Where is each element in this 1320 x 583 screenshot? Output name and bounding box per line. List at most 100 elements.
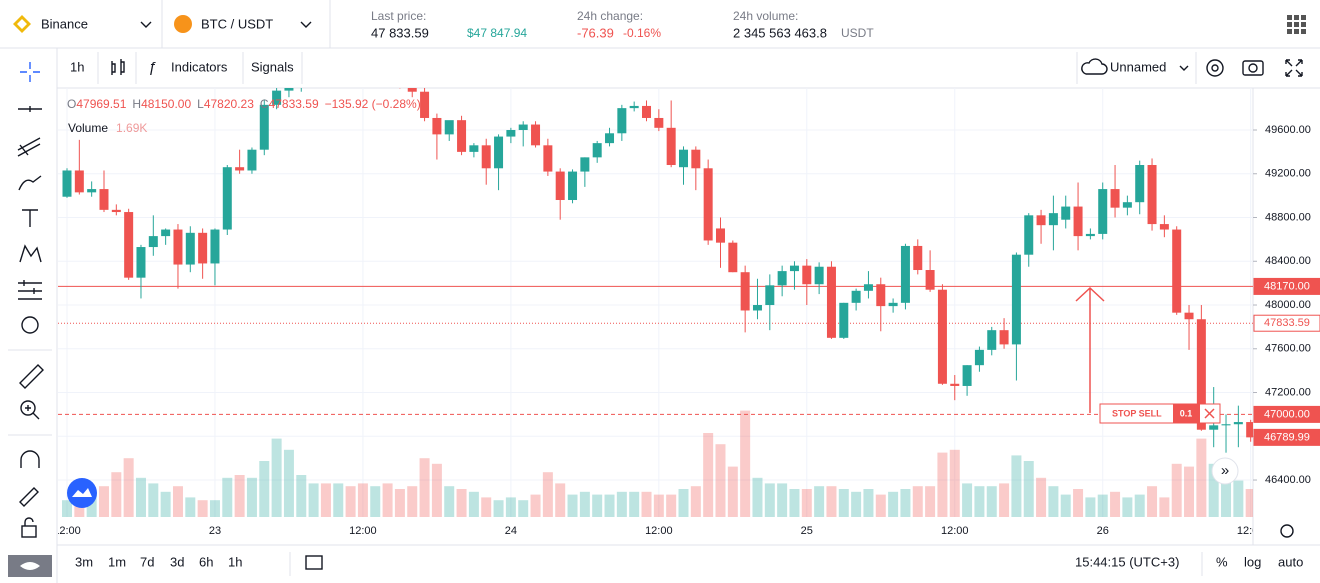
volume-bar — [407, 486, 418, 517]
log-toggle[interactable]: log — [1244, 554, 1261, 569]
volume-bar — [974, 486, 985, 517]
emoji-tool[interactable] — [21, 316, 39, 334]
price-label: 46789.99 — [1264, 431, 1310, 443]
chart-toolbar: 1h ƒ Indicators Signals Unnamed — [57, 52, 1320, 89]
price-label-box — [1253, 405, 1320, 423]
magnet-tool[interactable] — [20, 450, 40, 468]
svg-text:»: » — [1221, 462, 1229, 479]
line-tool[interactable] — [18, 106, 42, 112]
candle-body — [654, 117, 664, 128]
volume-bar — [826, 486, 837, 517]
candle-body — [974, 349, 984, 366]
text-tool[interactable] — [22, 209, 38, 227]
volume-bar — [616, 491, 627, 517]
candle-body — [1085, 233, 1095, 237]
range-button[interactable]: 1m — [108, 554, 126, 569]
volume-bar — [246, 477, 257, 517]
layout-name[interactable]: Unnamed — [1110, 59, 1166, 74]
volume-bar — [629, 491, 640, 517]
candle-body — [962, 365, 972, 386]
range-button[interactable]: 3m — [75, 554, 93, 569]
range-button[interactable]: 1h — [228, 554, 242, 569]
candle-body — [752, 305, 762, 311]
volume-bar — [999, 483, 1010, 517]
interval[interactable]: 1h — [70, 59, 84, 74]
candle-body — [555, 171, 565, 201]
settings-button[interactable] — [1206, 59, 1224, 77]
range-button[interactable]: 3d — [170, 554, 184, 569]
legend-key: H — [132, 97, 141, 111]
zoom-tool[interactable] — [25, 405, 40, 420]
lock-drawings[interactable] — [19, 487, 39, 507]
axis-settings[interactable] — [1280, 524, 1294, 538]
screenshot-button[interactable] — [1242, 60, 1264, 76]
volume-bar — [678, 489, 689, 517]
volume-bar — [789, 489, 800, 517]
exchange[interactable]: Binance — [41, 16, 88, 31]
volume-bar — [1122, 497, 1133, 517]
volume-bar — [888, 491, 899, 517]
candle-body — [457, 120, 467, 152]
ruler-tool[interactable] — [19, 364, 44, 389]
fullscreen-button[interactable] — [1285, 59, 1303, 77]
grid-menu[interactable] — [1287, 15, 1306, 34]
candle-body — [715, 228, 725, 243]
range-button[interactable]: 6h — [199, 554, 213, 569]
pair[interactable]: BTC / USDT — [201, 16, 273, 31]
brush-tool[interactable] — [18, 175, 42, 191]
y-tick-label: 47600.00 — [1265, 343, 1311, 355]
volume-bar — [185, 497, 196, 517]
y-axis: 46400.0046800.0047200.0047600.0048000.00… — [1253, 124, 1320, 486]
fib-tool[interactable] — [17, 137, 41, 157]
volume-bar — [1147, 486, 1158, 517]
legend-low: 47820.23 — [204, 97, 254, 111]
percent-toggle[interactable]: % — [1216, 554, 1228, 569]
volume-bar — [444, 486, 455, 517]
candle-body — [1098, 189, 1108, 234]
scroll-to-latest[interactable]: » — [1211, 457, 1239, 485]
volume-bar — [1134, 494, 1145, 517]
candle-body — [666, 127, 676, 166]
indicators-button[interactable]: Indicators — [171, 59, 228, 74]
crosshair-tool[interactable] — [20, 62, 40, 82]
price-label-box — [1253, 428, 1320, 446]
volume-bar — [1196, 438, 1207, 517]
candle-body — [605, 133, 615, 144]
candle-body — [235, 167, 245, 171]
volume-bar — [1184, 466, 1195, 517]
volume-bar — [308, 483, 319, 517]
chart-type[interactable] — [111, 59, 125, 75]
candle-body — [740, 272, 750, 311]
signals-button[interactable]: Signals — [251, 59, 294, 74]
date-range[interactable] — [305, 555, 323, 570]
pattern-tool[interactable] — [19, 244, 42, 263]
candle-body — [1135, 165, 1145, 203]
volume-bar — [222, 477, 233, 517]
candle-body — [913, 245, 923, 271]
auto-toggle[interactable]: auto — [1278, 554, 1303, 569]
volume-bar — [394, 489, 405, 517]
candle-body — [814, 266, 824, 285]
candle-body — [173, 229, 183, 265]
cancel-order[interactable] — [1204, 408, 1215, 419]
candle-body — [703, 168, 713, 241]
volume-bar — [481, 497, 492, 517]
volume-bar — [579, 491, 590, 517]
candle-body — [469, 145, 479, 152]
candle-body — [691, 149, 701, 169]
x-tick-label: 26 — [1097, 525, 1109, 537]
volume-bar — [925, 486, 936, 517]
measure-tool[interactable] — [18, 280, 42, 300]
range-button[interactable]: 7d — [140, 554, 154, 569]
price-label: 47000.00 — [1264, 408, 1310, 420]
volume-bar — [703, 433, 714, 517]
volume-bar — [851, 491, 862, 517]
candle-body — [592, 143, 602, 158]
volume-bar — [518, 500, 529, 517]
candle-body — [987, 330, 997, 350]
candle-body — [1184, 312, 1194, 320]
label: Last price: — [371, 9, 426, 23]
volume-bar — [1110, 491, 1121, 517]
stop-order[interactable]: STOP SELL 0.1 — [1099, 403, 1221, 424]
